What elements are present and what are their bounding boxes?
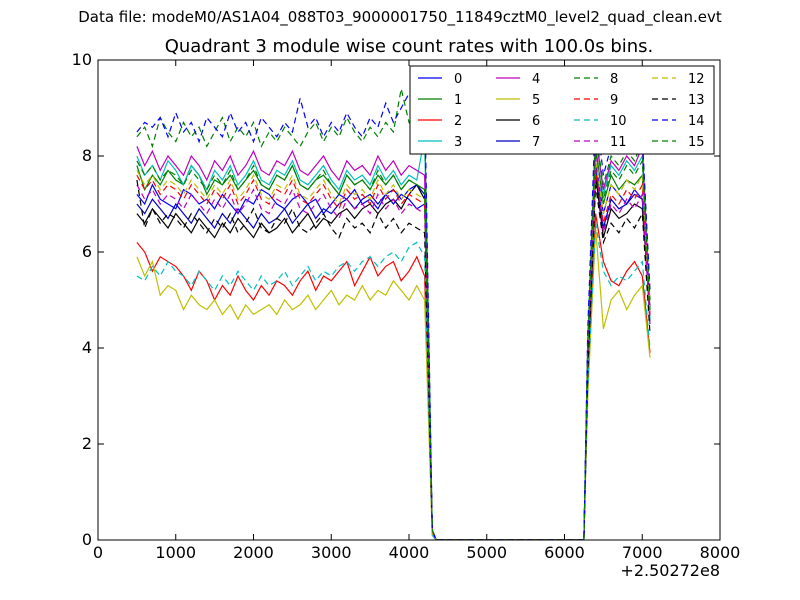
legend-label-3: 3 <box>454 135 462 150</box>
series-line-8 <box>136 88 651 540</box>
series-line-7 <box>136 165 651 540</box>
series-line-5 <box>136 227 651 540</box>
x-tick-label: 6000 <box>544 543 585 562</box>
x-tick-label: 0 <box>93 543 103 562</box>
x-tick-label: 5000 <box>466 543 507 562</box>
legend-label-8: 8 <box>610 72 618 87</box>
legend-label-12: 12 <box>688 72 705 87</box>
legend-label-2: 2 <box>454 114 462 129</box>
figure-suptitle: Data file: modeM0/AS1A04_088T03_90000017… <box>78 8 722 26</box>
legend-label-7: 7 <box>532 135 540 150</box>
legend-label-5: 5 <box>532 93 540 108</box>
series-line-4 <box>136 136 651 540</box>
series-line-9 <box>136 170 651 540</box>
y-tick-label: 8 <box>82 146 92 165</box>
series-line-6 <box>136 175 651 540</box>
legend-label-10: 10 <box>610 114 627 129</box>
chart-title: Quadrant 3 module wise count rates with … <box>164 36 654 57</box>
x-tick-label: 1000 <box>155 543 196 562</box>
series-line-10 <box>136 223 651 540</box>
legend-label-1: 1 <box>454 93 462 108</box>
series-line-13 <box>136 179 651 540</box>
x-tick-label: 2000 <box>233 543 274 562</box>
x-axis-offset-label: +2.50272e8 <box>620 561 720 580</box>
series-layer <box>136 88 651 540</box>
x-tick-label: 8000 <box>700 543 741 562</box>
x-tick-label: 7000 <box>622 543 663 562</box>
series-line-1 <box>136 146 651 540</box>
x-tick-label: 4000 <box>389 543 430 562</box>
series-line-15 <box>136 151 651 540</box>
series-line-2 <box>136 213 651 540</box>
legend-label-9: 9 <box>610 93 618 108</box>
y-tick-label: 6 <box>82 242 92 261</box>
y-tick-label: 10 <box>72 50 92 69</box>
legend-label-14: 14 <box>688 114 705 129</box>
legend-label-6: 6 <box>532 114 540 129</box>
y-tick-label: 2 <box>82 434 92 453</box>
x-tick-label: 3000 <box>311 543 352 562</box>
legend-label-13: 13 <box>688 93 705 108</box>
legend-label-15: 15 <box>688 135 705 150</box>
legend-label-11: 11 <box>610 135 627 150</box>
legend-box <box>409 65 715 155</box>
legend-label-0: 0 <box>454 72 462 87</box>
y-tick-label: 0 <box>82 530 92 549</box>
y-tick-label: 4 <box>82 338 92 357</box>
series-line-11 <box>136 155 651 540</box>
legend-label-4: 4 <box>532 72 540 87</box>
